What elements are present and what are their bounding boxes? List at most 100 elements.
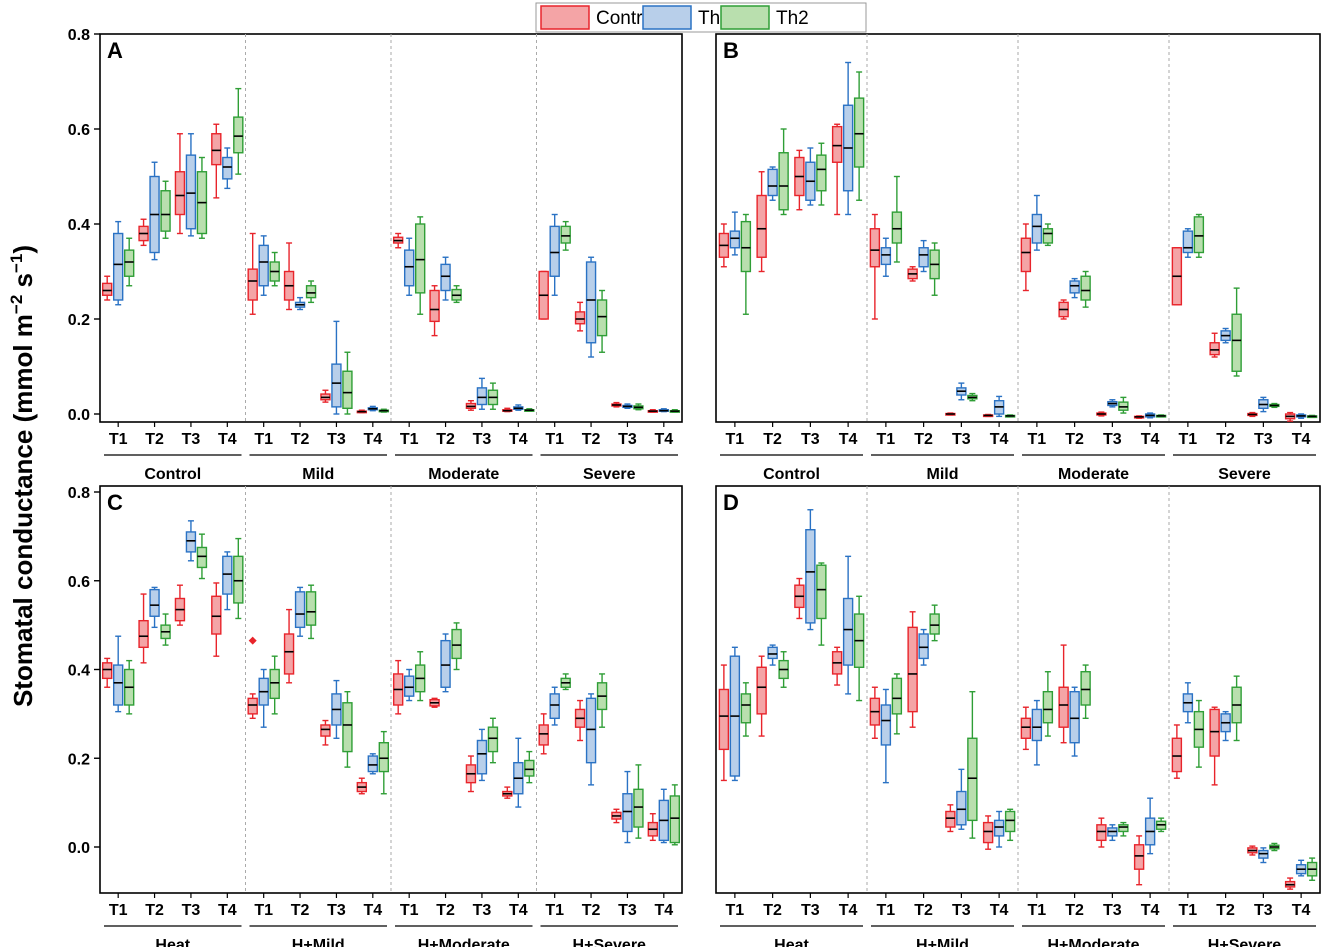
box-control <box>1058 644 1069 744</box>
box-control <box>869 213 881 320</box>
x-tick-label: T1 <box>109 431 128 448</box>
box-th1 <box>367 753 379 775</box>
box-iqr <box>549 693 560 720</box>
box-control <box>756 655 767 737</box>
box-control <box>1247 411 1258 418</box>
box-iqr <box>891 677 903 715</box>
box-th2 <box>414 651 426 702</box>
box-iqr <box>1080 275 1091 301</box>
box-iqr <box>403 675 415 697</box>
panel-A: A 0.0 0.2 0.4 0.6 0.8 T1 T2 T3 T4 Control T1 T2 T3 T4 M… <box>68 27 683 483</box>
x-tick-label: T1 <box>400 431 419 448</box>
box-th2 <box>669 784 681 846</box>
x-tick-label: T3 <box>1254 902 1273 919</box>
x-tick-label: T3 <box>801 431 820 448</box>
box-th2 <box>378 408 390 413</box>
box-th1 <box>767 166 778 201</box>
box-control <box>174 133 186 235</box>
box-iqr <box>918 633 929 660</box>
box-iqr <box>1133 844 1145 870</box>
box-iqr <box>891 211 903 244</box>
box-th1 <box>1220 327 1231 344</box>
box-th1 <box>767 644 778 666</box>
box-control <box>101 657 113 688</box>
box-iqr <box>487 726 499 753</box>
box-control <box>945 412 956 416</box>
box-control <box>283 242 295 311</box>
box-th2 <box>853 71 865 201</box>
box-iqr <box>247 268 258 301</box>
x-tick-label: T3 <box>801 902 820 919</box>
box-control <box>718 223 730 268</box>
box-th2 <box>123 237 135 287</box>
box-control <box>502 786 513 799</box>
box-iqr <box>247 697 258 715</box>
box-control <box>1096 817 1107 848</box>
box-iqr <box>367 755 379 773</box>
box-th1 <box>1182 228 1194 258</box>
x-tick-label: T4 <box>509 902 528 919</box>
box-iqr <box>1004 810 1016 833</box>
box-control <box>907 266 918 282</box>
box-iqr <box>967 737 978 822</box>
box-iqr <box>185 154 197 230</box>
panel-B: B T1 T2 T3 T4 Control T1 T2 T3 T4 Mild T1 T2 T3 T4 Mode… <box>715 33 1321 483</box>
x-tick-label: T4 <box>654 902 673 919</box>
box-control <box>1247 845 1258 856</box>
box-th1 <box>918 628 929 666</box>
box-th1 <box>112 635 124 713</box>
box-th2 <box>160 613 171 646</box>
box-control <box>538 713 549 755</box>
box-th2 <box>633 764 644 839</box>
box-iqr <box>767 646 778 660</box>
box-th2 <box>1080 664 1091 720</box>
box-iqr <box>1193 216 1205 254</box>
box-control <box>1133 415 1145 419</box>
box-iqr <box>633 788 644 828</box>
box-iqr <box>945 810 956 828</box>
y-axis-label-exp1: −2 <box>7 295 26 314</box>
box-th1 <box>956 768 967 830</box>
y-tick-label: 0.0 <box>68 840 90 857</box>
x-tick-label: T4 <box>839 431 858 448</box>
box-th1 <box>294 586 306 637</box>
y-axis-label-exp2: −1 <box>7 254 26 273</box>
box-control <box>320 719 331 746</box>
box-th1 <box>622 770 633 844</box>
x-tick-label: T3 <box>1103 431 1122 448</box>
box-control <box>1133 835 1145 886</box>
box-control <box>502 407 513 413</box>
box-iqr <box>816 564 827 620</box>
box-th2 <box>778 651 789 688</box>
box-iqr <box>1042 690 1054 724</box>
box-control <box>794 149 805 211</box>
box-th2 <box>778 128 789 216</box>
x-tick-label: T2 <box>145 431 164 448</box>
x-tick-label: T1 <box>726 902 745 919</box>
x-tick-label: T4 <box>218 431 237 448</box>
x-tick-label: T1 <box>1028 902 1047 919</box>
box-iqr <box>160 190 171 232</box>
legend-swatch-th2 <box>720 5 770 30</box>
box-iqr <box>476 739 488 775</box>
x-tick-label: T4 <box>1141 902 1160 919</box>
box-control <box>907 611 918 728</box>
box-control <box>611 808 622 824</box>
box-iqr <box>440 263 451 292</box>
box-th1 <box>149 161 160 261</box>
box-th1 <box>1031 194 1043 251</box>
box-iqr <box>440 639 451 688</box>
y-tick-label: 0.8 <box>68 27 90 44</box>
box-th2 <box>233 537 244 620</box>
box-control <box>465 400 477 411</box>
box-th1 <box>476 377 488 410</box>
x-tick-label: T3 <box>1254 431 1273 448</box>
legend-label-th2: Th2 <box>776 8 809 29</box>
box-iqr <box>596 299 608 337</box>
box-iqr <box>767 168 778 197</box>
panel-C: C 0.0 0.2 0.4 0.6 0.8 T1 T2 T3 T4 Heat T1 T2 T3 T4 H+Mi… <box>68 485 683 947</box>
box-th2 <box>305 280 317 304</box>
box-iqr <box>956 790 967 826</box>
box-control <box>574 699 586 742</box>
box-th1 <box>585 256 597 358</box>
